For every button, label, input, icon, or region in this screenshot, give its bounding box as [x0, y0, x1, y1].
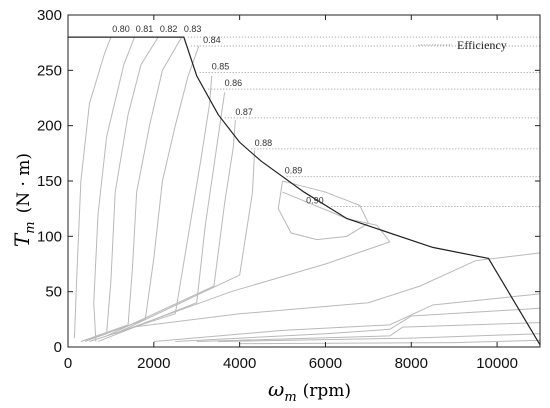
x-tick-label-3: 6000 — [309, 355, 342, 372]
x-axis-subscript: m — [284, 390, 296, 405]
efficiency-contour-4 — [84, 45, 200, 342]
y-ticks: 0 50 100 150 200 250 300 — [37, 7, 540, 356]
efficiency-label-9: 0.89 — [285, 166, 303, 176]
y-axis-subscript: m — [23, 221, 38, 233]
efficiency-contour-15 — [218, 333, 541, 342]
y-axis-unit: (N · m) — [14, 153, 34, 213]
efficiency-label-7: 0.87 — [235, 107, 253, 117]
svg-text:ωm(rpm): ωm (rpm) — [268, 377, 351, 405]
efficiency-label-1: 0.81 — [136, 24, 154, 34]
efficiency-label-5: 0.85 — [212, 62, 230, 72]
x-axis-symbol: ω — [268, 377, 284, 401]
y-tick-label-3: 150 — [37, 173, 62, 190]
svg-text:Tm(N · m): Tm (N · m) — [10, 153, 38, 247]
efficiency-label-8: 0.88 — [255, 138, 273, 148]
y-tick-label-1: 50 — [45, 284, 62, 301]
x-tick-label-1: 2000 — [137, 355, 170, 372]
x-tick-label-4: 8000 — [395, 355, 428, 372]
efficiency-label-4: 0.84 — [203, 35, 221, 45]
efficiency-contour-0 — [73, 36, 112, 339]
efficiency-contour-3 — [80, 36, 183, 342]
x-ticks: 0 2000 4000 6000 8000 10000 — [64, 15, 518, 372]
efficiency-contour-16 — [239, 339, 541, 345]
contours-layer — [73, 36, 541, 345]
efficiency-contour-13 — [175, 307, 541, 342]
max-torque-curve — [68, 36, 541, 346]
efficiency-contour-1 — [93, 36, 135, 342]
level-lines-layer — [187, 36, 540, 207]
y-tick-label-5: 250 — [37, 62, 62, 79]
y-axis-symbol: T — [10, 232, 34, 247]
y-tick-label-4: 200 — [37, 118, 62, 135]
legend-label: Efficiency — [457, 38, 507, 52]
efficiency-label-6: 0.86 — [225, 78, 243, 88]
x-tick-label-0: 0 — [64, 355, 72, 372]
x-axis-label: ωm (rpm) — [268, 377, 351, 405]
efficiency-labels-layer: 0.80 0.81 0.82 0.830.84 0.85 0.86 0.87 0.88 0.89… — [112, 24, 323, 206]
efficiency-label-3: 0.83 — [184, 24, 202, 34]
efficiency-contour-5 — [89, 75, 213, 342]
y-tick-label-0: 0 — [54, 339, 62, 356]
y-tick-label-6: 300 — [37, 7, 62, 24]
y-axis-label: Tm (N · m) — [10, 153, 38, 247]
x-axis-unit: (rpm) — [303, 381, 351, 401]
efficiency-contour-14 — [196, 322, 541, 342]
y-tick-label-2: 100 — [37, 228, 62, 245]
efficiency-contour-7 — [106, 120, 236, 337]
efficiency-contour-8 — [114, 149, 256, 335]
efficiency-contour-12 — [153, 293, 541, 342]
efficiency-label-0: 0.80 — [112, 24, 130, 34]
efficiency-label-2: 0.82 — [160, 24, 178, 34]
efficiency-contour-9 — [277, 180, 370, 241]
x-tick-label-5: 10000 — [476, 355, 518, 372]
legend: Efficiency — [418, 38, 507, 52]
max-torque-layer — [68, 36, 541, 346]
x-tick-label-2: 4000 — [223, 355, 256, 372]
efficiency-contour-11 — [132, 252, 541, 328]
efficiency-label-10: 0.90 — [306, 195, 324, 205]
